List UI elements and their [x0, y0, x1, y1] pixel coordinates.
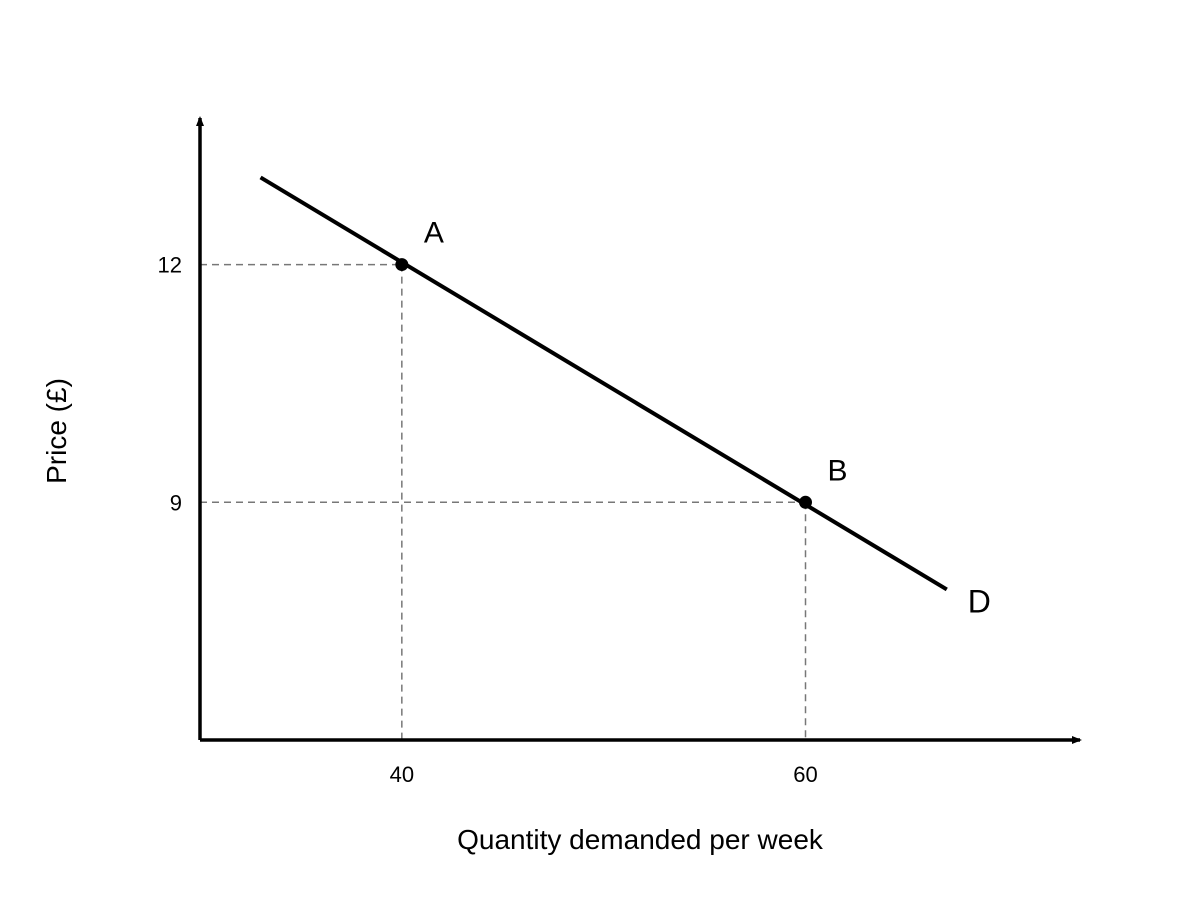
demand-curve-line: [259, 175, 948, 592]
series-layer: D: [259, 175, 991, 619]
point-label-a: A: [424, 217, 444, 250]
point-b: [799, 495, 813, 509]
x-tick-label: 60: [793, 762, 817, 787]
points-layer: AB: [395, 217, 848, 509]
tick-labels: 40 60 9 12: [158, 253, 818, 787]
point-label-b: B: [828, 454, 848, 487]
y-tick-label: 9: [170, 490, 182, 515]
x-axis-title: Quantity demanded per week: [457, 824, 824, 855]
demand-curve-label: D: [968, 583, 991, 619]
y-axis-title: Price (£): [41, 378, 72, 484]
x-tick-label: 40: [390, 762, 414, 787]
guide-lines: [200, 263, 807, 740]
point-a: [395, 258, 409, 272]
y-tick-label: 12: [158, 253, 182, 278]
